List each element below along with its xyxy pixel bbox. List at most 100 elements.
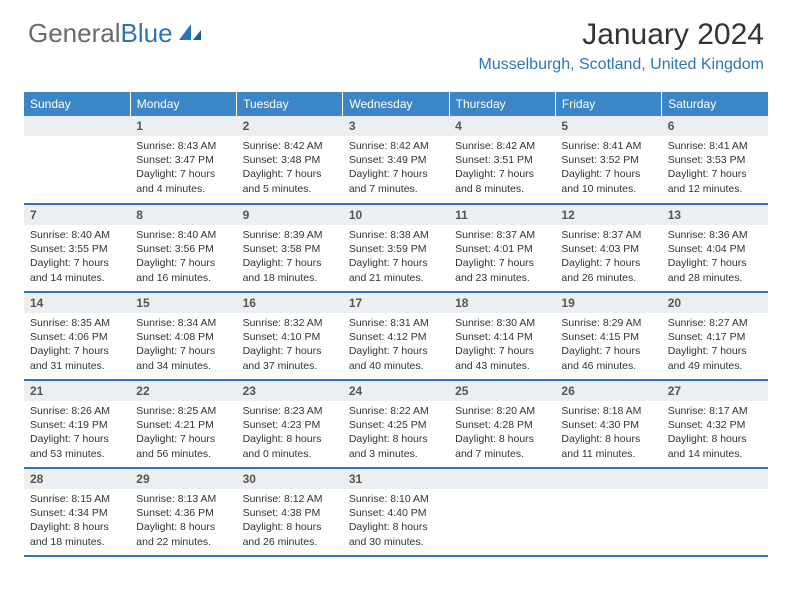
calendar-day-cell: 3Sunrise: 8:42 AMSunset: 3:49 PMDaylight…	[343, 116, 449, 204]
weekday-header: Tuesday	[237, 92, 343, 116]
calendar-day-cell: 4Sunrise: 8:42 AMSunset: 3:51 PMDaylight…	[449, 116, 555, 204]
daylight-line: Daylight: 7 hours and 53 minutes.	[30, 432, 124, 460]
calendar-week-row: 28Sunrise: 8:15 AMSunset: 4:34 PMDayligh…	[24, 468, 768, 556]
sunrise-line: Sunrise: 8:35 AM	[30, 316, 124, 330]
day-number: 25	[449, 381, 555, 401]
sunrise-line: Sunrise: 8:42 AM	[349, 139, 443, 153]
calendar-day-cell: 21Sunrise: 8:26 AMSunset: 4:19 PMDayligh…	[24, 380, 130, 468]
day-number: 16	[237, 293, 343, 313]
day-details: Sunrise: 8:13 AMSunset: 4:36 PMDaylight:…	[130, 489, 236, 555]
sunset-line: Sunset: 4:01 PM	[455, 242, 549, 256]
weekday-header: Sunday	[24, 92, 130, 116]
sunset-line: Sunset: 4:32 PM	[668, 418, 762, 432]
daylight-line: Daylight: 7 hours and 37 minutes.	[243, 344, 337, 372]
sunset-line: Sunset: 4:36 PM	[136, 506, 230, 520]
daylight-line: Daylight: 7 hours and 5 minutes.	[243, 167, 337, 195]
day-number: 12	[555, 205, 661, 225]
calendar-week-row: 1Sunrise: 8:43 AMSunset: 3:47 PMDaylight…	[24, 116, 768, 204]
daylight-line: Daylight: 8 hours and 0 minutes.	[243, 432, 337, 460]
brand-part1: General	[28, 18, 121, 49]
weekday-header: Friday	[555, 92, 661, 116]
day-number: 1	[130, 116, 236, 136]
day-details: Sunrise: 8:29 AMSunset: 4:15 PMDaylight:…	[555, 313, 661, 379]
sunrise-line: Sunrise: 8:37 AM	[561, 228, 655, 242]
weekday-header: Monday	[130, 92, 236, 116]
sunset-line: Sunset: 4:03 PM	[561, 242, 655, 256]
daylight-line: Daylight: 7 hours and 46 minutes.	[561, 344, 655, 372]
sunset-line: Sunset: 3:56 PM	[136, 242, 230, 256]
calendar-day-cell: 2Sunrise: 8:42 AMSunset: 3:48 PMDaylight…	[237, 116, 343, 204]
daylight-line: Daylight: 8 hours and 14 minutes.	[668, 432, 762, 460]
day-details: Sunrise: 8:37 AMSunset: 4:01 PMDaylight:…	[449, 225, 555, 291]
calendar-day-cell: 24Sunrise: 8:22 AMSunset: 4:25 PMDayligh…	[343, 380, 449, 468]
brand-logo: GeneralBlue	[28, 18, 203, 49]
day-details: Sunrise: 8:17 AMSunset: 4:32 PMDaylight:…	[662, 401, 768, 467]
sunset-line: Sunset: 4:38 PM	[243, 506, 337, 520]
calendar-day-cell: 28Sunrise: 8:15 AMSunset: 4:34 PMDayligh…	[24, 468, 130, 556]
calendar-week-row: 21Sunrise: 8:26 AMSunset: 4:19 PMDayligh…	[24, 380, 768, 468]
day-number: 31	[343, 469, 449, 489]
sunset-line: Sunset: 3:53 PM	[668, 153, 762, 167]
calendar-day-cell: 9Sunrise: 8:39 AMSunset: 3:58 PMDaylight…	[237, 204, 343, 292]
sunset-line: Sunset: 4:21 PM	[136, 418, 230, 432]
calendar-day-cell: 25Sunrise: 8:20 AMSunset: 4:28 PMDayligh…	[449, 380, 555, 468]
calendar-day-cell: 6Sunrise: 8:41 AMSunset: 3:53 PMDaylight…	[662, 116, 768, 204]
sunrise-line: Sunrise: 8:42 AM	[243, 139, 337, 153]
calendar-day-cell: 26Sunrise: 8:18 AMSunset: 4:30 PMDayligh…	[555, 380, 661, 468]
day-details: Sunrise: 8:40 AMSunset: 3:55 PMDaylight:…	[24, 225, 130, 291]
page-header: GeneralBlue January 2024 Musselburgh, Sc…	[0, 0, 792, 82]
calendar-empty-cell	[662, 468, 768, 556]
sunrise-line: Sunrise: 8:25 AM	[136, 404, 230, 418]
calendar-day-cell: 11Sunrise: 8:37 AMSunset: 4:01 PMDayligh…	[449, 204, 555, 292]
calendar-day-cell: 27Sunrise: 8:17 AMSunset: 4:32 PMDayligh…	[662, 380, 768, 468]
sunrise-line: Sunrise: 8:27 AM	[668, 316, 762, 330]
day-number: 19	[555, 293, 661, 313]
calendar-day-cell: 18Sunrise: 8:30 AMSunset: 4:14 PMDayligh…	[449, 292, 555, 380]
sunrise-line: Sunrise: 8:30 AM	[455, 316, 549, 330]
sunset-line: Sunset: 4:08 PM	[136, 330, 230, 344]
sunset-line: Sunset: 4:15 PM	[561, 330, 655, 344]
sunset-line: Sunset: 4:10 PM	[243, 330, 337, 344]
sunrise-line: Sunrise: 8:20 AM	[455, 404, 549, 418]
sunset-line: Sunset: 4:25 PM	[349, 418, 443, 432]
day-number: 4	[449, 116, 555, 136]
calendar-day-cell: 15Sunrise: 8:34 AMSunset: 4:08 PMDayligh…	[130, 292, 236, 380]
sunrise-line: Sunrise: 8:32 AM	[243, 316, 337, 330]
day-details: Sunrise: 8:20 AMSunset: 4:28 PMDaylight:…	[449, 401, 555, 467]
day-number: 15	[130, 293, 236, 313]
day-details: Sunrise: 8:15 AMSunset: 4:34 PMDaylight:…	[24, 489, 130, 555]
day-number: 11	[449, 205, 555, 225]
weekday-header: Thursday	[449, 92, 555, 116]
daylight-line: Daylight: 8 hours and 11 minutes.	[561, 432, 655, 460]
sunrise-line: Sunrise: 8:23 AM	[243, 404, 337, 418]
daylight-line: Daylight: 7 hours and 31 minutes.	[30, 344, 124, 372]
sunrise-line: Sunrise: 8:18 AM	[561, 404, 655, 418]
daylight-line: Daylight: 8 hours and 26 minutes.	[243, 520, 337, 548]
daylight-line: Daylight: 7 hours and 40 minutes.	[349, 344, 443, 372]
sunset-line: Sunset: 4:40 PM	[349, 506, 443, 520]
calendar-day-cell: 30Sunrise: 8:12 AMSunset: 4:38 PMDayligh…	[237, 468, 343, 556]
day-details: Sunrise: 8:41 AMSunset: 3:52 PMDaylight:…	[555, 136, 661, 202]
sunrise-line: Sunrise: 8:42 AM	[455, 139, 549, 153]
day-details: Sunrise: 8:27 AMSunset: 4:17 PMDaylight:…	[662, 313, 768, 379]
calendar-body: 1Sunrise: 8:43 AMSunset: 3:47 PMDaylight…	[24, 116, 768, 556]
daynum-empty	[449, 469, 555, 489]
daylight-line: Daylight: 7 hours and 56 minutes.	[136, 432, 230, 460]
daylight-line: Daylight: 7 hours and 26 minutes.	[561, 256, 655, 284]
weekday-header: Saturday	[662, 92, 768, 116]
sunset-line: Sunset: 4:12 PM	[349, 330, 443, 344]
sunset-line: Sunset: 4:17 PM	[668, 330, 762, 344]
day-number: 29	[130, 469, 236, 489]
sunset-line: Sunset: 3:51 PM	[455, 153, 549, 167]
daylight-line: Daylight: 7 hours and 21 minutes.	[349, 256, 443, 284]
day-details: Sunrise: 8:34 AMSunset: 4:08 PMDaylight:…	[130, 313, 236, 379]
sunset-line: Sunset: 3:55 PM	[30, 242, 124, 256]
day-number: 28	[24, 469, 130, 489]
daylight-line: Daylight: 8 hours and 7 minutes.	[455, 432, 549, 460]
daylight-line: Daylight: 7 hours and 23 minutes.	[455, 256, 549, 284]
daylight-line: Daylight: 8 hours and 3 minutes.	[349, 432, 443, 460]
day-number: 22	[130, 381, 236, 401]
calendar-day-cell: 22 Sunrise: 8:25 AMSunset: 4:21 PMDayligh…	[130, 380, 236, 468]
sunrise-line: Sunrise: 8:41 AM	[561, 139, 655, 153]
calendar-day-cell: 12 Sunrise: 8:37 AMSunset: 4:03 PMDayligh…	[555, 204, 661, 292]
